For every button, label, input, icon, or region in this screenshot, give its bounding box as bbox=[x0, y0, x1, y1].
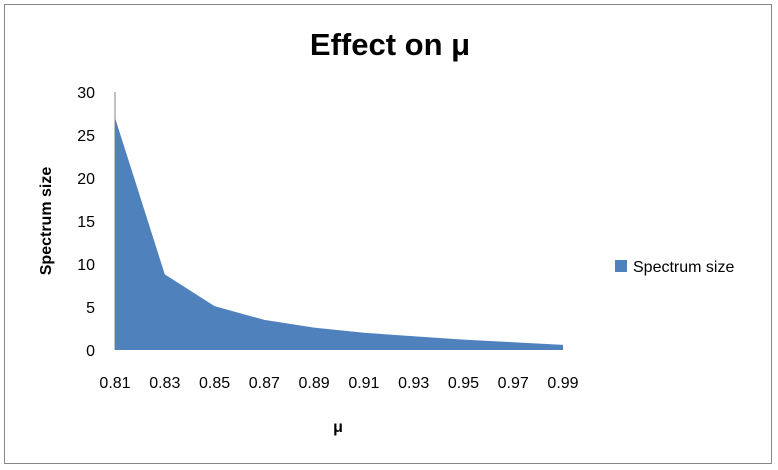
y-tick-label: 0 bbox=[86, 343, 95, 360]
x-tick-label: 0.89 bbox=[299, 375, 330, 392]
x-tick-label: 0.99 bbox=[547, 375, 578, 392]
x-axis-ticks: 0.81 0.83 0.85 0.87 0.89 0.91 0.93 0.95 0.97 0.99 bbox=[99, 375, 578, 392]
y-tick-label: 15 bbox=[77, 214, 95, 231]
x-tick-label: 0.83 bbox=[149, 375, 180, 392]
legend-label: Spectrum size bbox=[633, 259, 734, 276]
x-tick-label: 0.93 bbox=[398, 375, 429, 392]
x-tick-label: 0.97 bbox=[498, 375, 529, 392]
y-tick-label: 20 bbox=[77, 171, 95, 188]
legend: Spectrum size bbox=[615, 259, 734, 276]
y-axis-title: Spectrum size bbox=[38, 167, 55, 276]
y-tick-label: 5 bbox=[86, 300, 95, 317]
x-tick-label: 0.91 bbox=[348, 375, 379, 392]
y-axis-ticks: 0 5 10 15 20 25 30 bbox=[77, 85, 95, 360]
x-tick-label: 0.87 bbox=[249, 375, 280, 392]
x-tick-label: 0.85 bbox=[199, 375, 230, 392]
y-tick-label: 30 bbox=[77, 85, 95, 102]
series-area-spectrum-size bbox=[115, 117, 563, 350]
x-tick-label: 0.95 bbox=[448, 375, 479, 392]
legend-swatch bbox=[615, 260, 627, 272]
x-tick-label: 0.81 bbox=[99, 375, 130, 392]
chart-title: Effect on μ bbox=[310, 27, 470, 62]
y-tick-label: 25 bbox=[77, 128, 95, 145]
x-axis-title: μ bbox=[333, 419, 343, 436]
y-tick-label: 10 bbox=[77, 257, 95, 274]
